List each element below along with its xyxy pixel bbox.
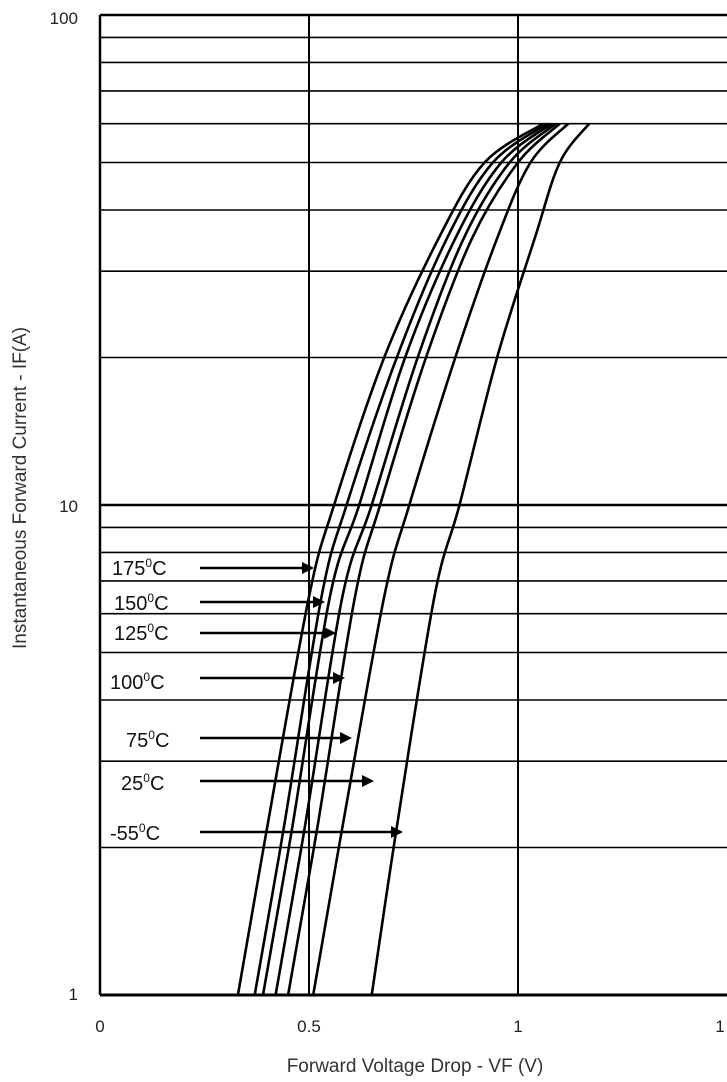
temp-arrowhead-175 <box>302 562 314 574</box>
series-curves <box>236 122 591 996</box>
temperature-labels: 1750C 1500C 1250C 1000C 750C 250C -550C <box>110 556 403 845</box>
x-tick-label: 1 <box>513 1017 522 1036</box>
temp-arrowhead-150 <box>313 596 325 608</box>
temp-arrowhead--55 <box>391 826 403 838</box>
temp-label-25: 250C <box>121 771 164 795</box>
temp-label-175: 1750C <box>112 556 167 580</box>
x-tick-label: 0 <box>95 1017 104 1036</box>
series-line--55 <box>370 122 591 996</box>
series-line-100 <box>274 122 557 996</box>
y-axis-title: Instantaneous Forward Current - IF(A) <box>10 327 31 649</box>
temp-label--55: -550C <box>110 821 160 845</box>
series-line-25 <box>311 122 570 996</box>
temp-arrowhead-25 <box>362 775 374 787</box>
temp-arrowhead-75 <box>340 732 352 744</box>
series-line-125 <box>261 122 553 996</box>
series-line-175 <box>236 122 544 996</box>
y-tick-label: 10 <box>59 497 78 516</box>
temp-label-100: 1000C <box>110 670 165 694</box>
x-tick-label: 1 <box>715 1017 724 1036</box>
temp-arrowhead-100 <box>333 672 345 684</box>
series-line-150 <box>253 122 549 996</box>
tick-labels: 0 0.5 1 1 1 10 100 <box>50 9 725 1036</box>
x-tick-label: 0.5 <box>297 1017 321 1036</box>
x-axis-title: Forward Voltage Drop - VF (V) <box>287 1056 544 1077</box>
series-line-75 <box>286 122 561 996</box>
temp-label-150: 1500C <box>114 591 169 615</box>
temp-label-75: 750C <box>126 728 169 752</box>
temp-arrowhead-125 <box>324 627 336 639</box>
grid <box>98 13 727 997</box>
temp-label-125: 1250C <box>114 621 169 645</box>
y-tick-label: 1 <box>69 985 78 1004</box>
y-tick-label: 100 <box>50 9 78 28</box>
